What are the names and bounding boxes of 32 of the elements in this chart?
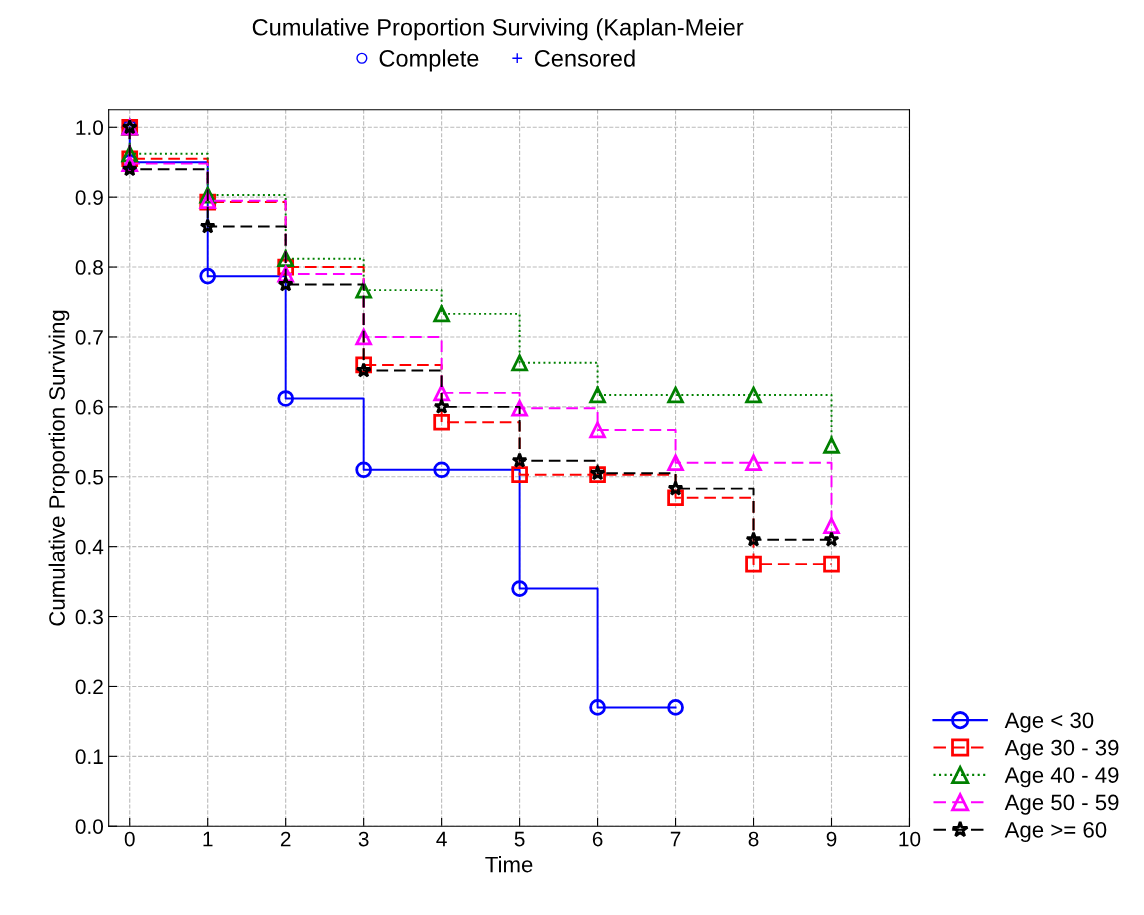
y-tick-label: 0.6 xyxy=(75,399,103,415)
x-tick-label: 7 xyxy=(670,831,681,847)
chart-title: Cumulative Proportion Surviving (Kaplan-Meier xyxy=(252,18,744,41)
x-tick-label: 5 xyxy=(514,831,525,847)
legend-label: Age < 30 xyxy=(1004,712,1094,733)
y-tick-label: 1.0 xyxy=(76,120,104,136)
y-tick-label: 0.7 xyxy=(75,329,103,345)
x-tick-label: 9 xyxy=(826,831,837,847)
x-tick-label: 0 xyxy=(124,831,135,847)
text: Censored xyxy=(534,49,635,67)
x-tick-label: 8 xyxy=(748,831,759,847)
y-tick-label: 0.4 xyxy=(75,539,104,555)
y-tick-label: 0.8 xyxy=(75,260,103,275)
y-tick-label: 0.0 xyxy=(75,819,104,834)
x-tick-label: 2 xyxy=(280,831,291,847)
x-tick-label: 4 xyxy=(436,831,447,847)
legend-label: Age 40 - 49 xyxy=(1004,767,1119,788)
y-tick-label: 0.1 xyxy=(75,749,103,765)
y-axis-title: Cumulative Proportion Surviving xyxy=(48,310,70,626)
y-tick-label: 0.9 xyxy=(75,190,103,205)
y-tick-label: 0.3 xyxy=(75,609,103,625)
text: Complete xyxy=(379,49,479,72)
x-tick-label: 6 xyxy=(592,831,603,847)
y-tick-label: 0.5 xyxy=(75,469,103,485)
x-tick-label: 3 xyxy=(358,831,369,847)
x-tick-label: 10 xyxy=(899,831,921,847)
legend-label: Age 50 - 59 xyxy=(1004,794,1119,815)
x-tick-label: 1 xyxy=(203,831,213,847)
legend-label: Age 30 - 39 xyxy=(1004,739,1119,760)
x-axis-title: Time xyxy=(485,856,533,873)
y-tick-label: 0.2 xyxy=(75,679,103,695)
legend-label: Age >= 60 xyxy=(1004,821,1107,843)
